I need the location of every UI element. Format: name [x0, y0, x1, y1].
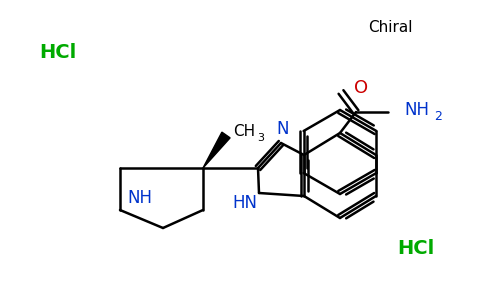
Text: NH: NH — [127, 189, 152, 207]
Polygon shape — [203, 132, 230, 168]
Text: HN: HN — [232, 194, 257, 212]
Text: CH: CH — [233, 124, 255, 140]
Text: HCl: HCl — [39, 43, 76, 61]
Text: NH: NH — [404, 101, 429, 119]
Text: 2: 2 — [434, 110, 442, 122]
Text: 3: 3 — [257, 133, 264, 143]
Text: N: N — [277, 120, 289, 138]
Text: Chiral: Chiral — [368, 20, 412, 35]
Text: O: O — [354, 79, 368, 97]
Text: HCl: HCl — [397, 238, 435, 257]
